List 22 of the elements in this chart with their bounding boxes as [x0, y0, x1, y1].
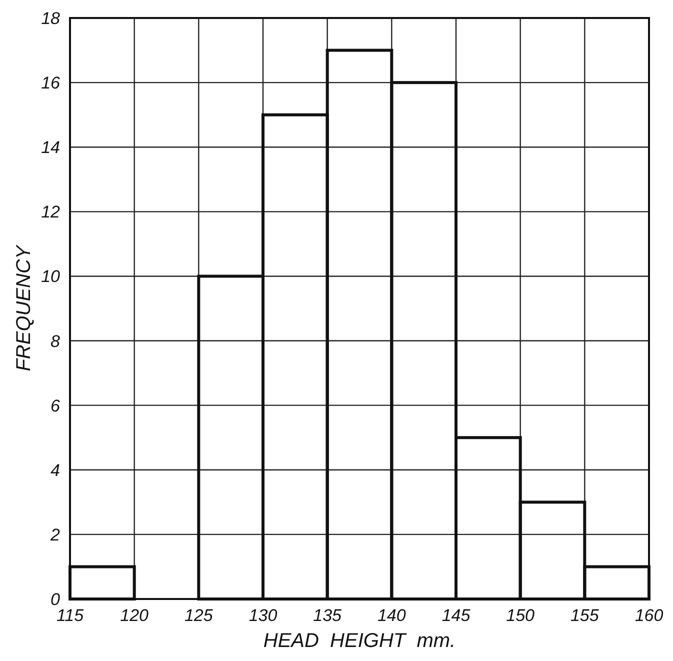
x-axis-title: HEAD HEIGHT mm. — [263, 630, 456, 652]
y-tick-label: 12 — [41, 202, 61, 222]
x-tick-label: 160 — [634, 606, 664, 625]
y-tick-label: 18 — [41, 9, 61, 28]
y-tick-label: 10 — [41, 267, 61, 286]
x-tick-label: 155 — [570, 606, 600, 625]
y-tick-label: 2 — [50, 525, 61, 544]
y-tick-label: 6 — [50, 396, 61, 416]
x-tick-label: 125 — [184, 606, 214, 625]
x-tick-label: 150 — [506, 606, 536, 625]
x-tick-label: 140 — [377, 606, 406, 625]
y-tick-label: 0 — [50, 590, 61, 609]
x-tick-label: 130 — [248, 606, 278, 625]
x-tick-label: 135 — [313, 606, 342, 625]
x-tick-label: 145 — [442, 606, 471, 625]
y-tick-label: 4 — [50, 460, 60, 480]
x-tick-label: 115 — [56, 606, 84, 625]
x-tick-label: 120 — [120, 606, 150, 625]
y-axis-title: FREQUENCY — [13, 244, 35, 372]
y-tick-label: 8 — [50, 332, 61, 351]
y-tick-label: 14 — [41, 138, 60, 158]
y-tick-label: 16 — [41, 74, 61, 93]
